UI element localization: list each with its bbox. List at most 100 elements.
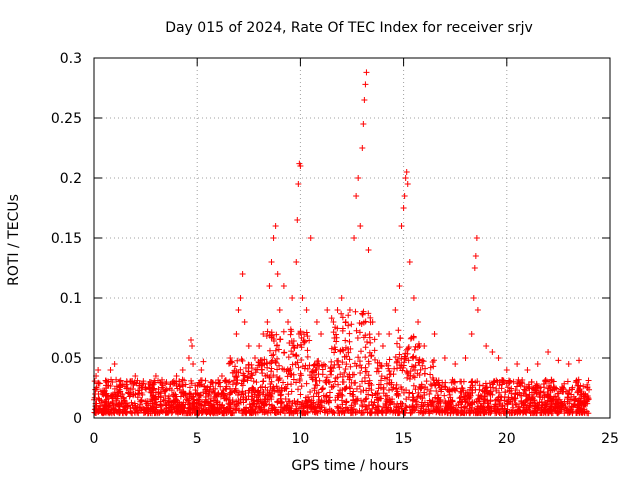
data-point-background — [248, 365, 255, 372]
data-point-background — [406, 390, 413, 397]
data-point — [576, 357, 583, 364]
data-point-background — [328, 368, 335, 375]
data-point-background — [378, 373, 385, 380]
data-point-background — [304, 353, 311, 360]
data-point — [293, 259, 300, 265]
data-point-background — [311, 372, 318, 379]
data-point-background — [192, 391, 199, 398]
data-point-background — [435, 400, 442, 407]
data-point — [237, 295, 244, 301]
data-point-background — [311, 385, 318, 392]
data-point-background — [160, 396, 167, 403]
data-point-background — [393, 386, 400, 393]
data-point-background — [404, 369, 411, 376]
data-point-background — [288, 371, 295, 378]
data-point-background — [526, 383, 533, 390]
data-point-background — [582, 391, 589, 398]
data-point-background — [564, 407, 571, 414]
data-point-background — [137, 401, 144, 408]
data-point-background — [317, 408, 324, 415]
data-point-background — [541, 407, 548, 414]
data-point-background — [142, 409, 149, 416]
data-point — [363, 69, 370, 76]
data-point-background — [417, 385, 424, 392]
data-point-background — [374, 390, 381, 397]
data-point — [190, 361, 197, 367]
data-point-background — [378, 408, 385, 415]
data-point-background — [259, 391, 266, 398]
data-point-background — [491, 378, 498, 385]
data-point-background — [297, 341, 304, 348]
data-point-background — [533, 390, 540, 397]
data-point-background — [441, 392, 448, 399]
data-point-background — [545, 409, 552, 416]
data-point-background — [362, 318, 369, 325]
data-point-background — [214, 410, 221, 417]
data-point-background — [127, 386, 134, 393]
data-point-background — [343, 361, 350, 368]
data-point-background — [339, 359, 346, 366]
data-point-background — [394, 390, 401, 397]
data-point-background — [472, 379, 479, 386]
data-point-background — [95, 395, 102, 402]
data-point-background — [353, 396, 360, 403]
data-point-background — [421, 370, 428, 377]
data-point-background — [353, 363, 360, 370]
data-point-background — [469, 405, 476, 412]
data-point-background — [397, 334, 404, 341]
data-point-background — [537, 388, 544, 395]
data-point-background — [422, 408, 429, 415]
data-point — [452, 361, 459, 367]
data-point-background — [116, 408, 123, 415]
data-point-background — [249, 393, 256, 400]
data-point-background — [294, 398, 301, 405]
data-point-background — [496, 382, 503, 389]
data-point-background — [395, 410, 402, 417]
data-point-background — [222, 377, 229, 384]
data-point-background — [326, 389, 333, 396]
data-point-background — [183, 396, 190, 403]
data-point-background — [287, 331, 294, 338]
data-point-background — [123, 410, 130, 417]
data-point-background — [106, 410, 113, 417]
data-point — [270, 235, 277, 241]
data-point-background — [315, 393, 322, 400]
data-point-background — [535, 384, 542, 391]
data-point — [342, 319, 349, 325]
data-point-background — [340, 379, 347, 386]
data-point-background — [577, 382, 584, 389]
data-point-background — [259, 383, 266, 390]
data-point-background — [356, 320, 363, 327]
data-point-background — [403, 368, 410, 375]
data-point-background — [284, 381, 291, 388]
data-point-background — [392, 353, 399, 360]
data-point-background — [352, 401, 359, 408]
data-point-background — [214, 398, 221, 405]
data-point-background — [130, 404, 137, 411]
data-point-background — [443, 406, 450, 413]
data-point-background — [412, 343, 419, 350]
data-point — [198, 367, 205, 373]
data-point-background — [349, 371, 356, 378]
data-point-background — [518, 392, 525, 399]
data-point-background — [442, 384, 449, 391]
data-point — [241, 319, 248, 325]
data-point-background — [233, 403, 240, 410]
data-point-background — [279, 406, 286, 413]
data-point-background — [113, 397, 120, 404]
data-point-background — [552, 400, 559, 407]
data-point-background — [350, 388, 357, 395]
data-point — [468, 331, 475, 337]
data-point — [272, 223, 279, 229]
data-point-background — [511, 395, 518, 402]
data-point-background — [235, 407, 242, 414]
data-point-background — [212, 393, 219, 400]
data-point-background — [359, 311, 366, 318]
data-point-background — [332, 375, 339, 382]
data-point-background — [581, 409, 588, 416]
data-point — [359, 145, 366, 151]
data-point-background — [159, 408, 166, 415]
data-point-background — [208, 408, 215, 415]
data-point-background — [229, 399, 236, 406]
data-point-background — [480, 410, 487, 417]
